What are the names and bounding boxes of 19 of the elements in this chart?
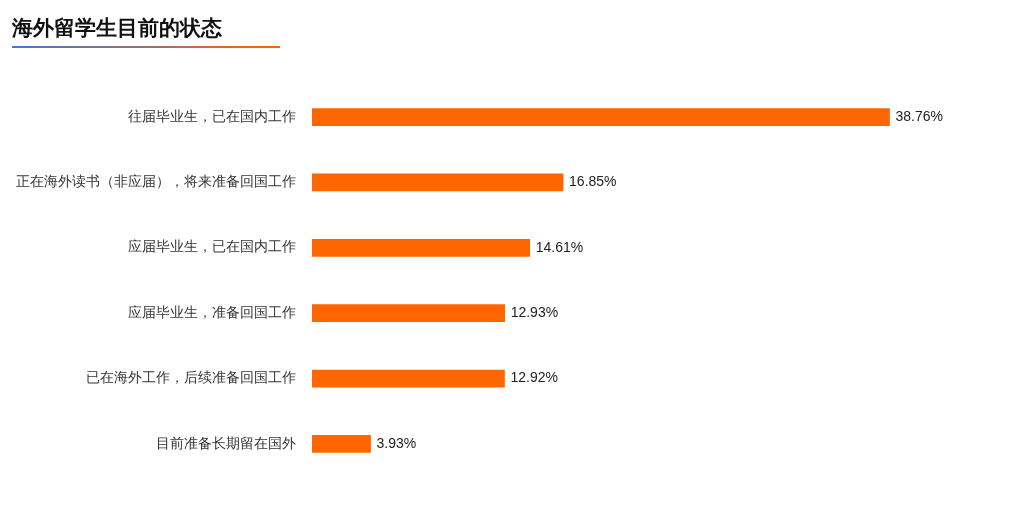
data-label: 16.85% (569, 173, 617, 190)
data-label: 38.76% (895, 107, 944, 124)
data-label: 14.61% (535, 238, 584, 255)
y-tick-label: 正在海外读书（非应届），将来准备回国工作 (16, 173, 296, 190)
y-tick-label: 已在海外工作，后续准备回国工作 (86, 369, 296, 386)
data-label: 12.93% (510, 304, 559, 321)
y-tick-label: 目前准备长期留在国外 (156, 434, 296, 451)
bar (312, 369, 505, 388)
data-label: 3.93% (376, 434, 417, 451)
y-tick-label: 往届毕业生，已在国内工作 (128, 107, 296, 124)
bar (312, 304, 505, 323)
data-label: 12.92% (510, 369, 558, 386)
y-tick-label: 应届毕业生，已在国内工作 (128, 238, 296, 255)
bar (312, 108, 890, 126)
bar (312, 435, 371, 453)
y-tick-label: 应届毕业生，准备回国工作 (128, 303, 296, 320)
bar (312, 238, 531, 257)
text: 海外留学生目前的状态 (11, 15, 223, 42)
bar (312, 173, 564, 192)
